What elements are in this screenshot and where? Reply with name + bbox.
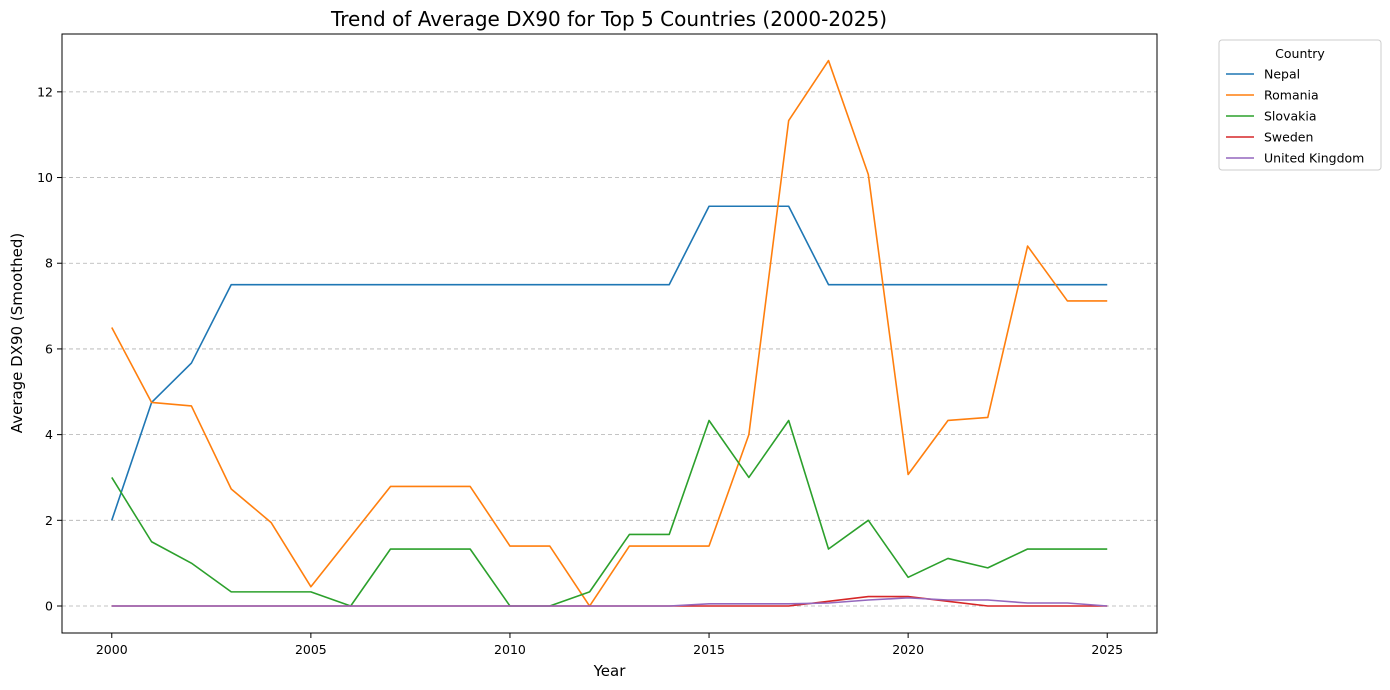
x-axis-title: Year — [593, 662, 627, 680]
legend-items: Nepal Romania Slovakia Sweden United Kingdom — [1226, 67, 1364, 166]
y-axis-title: Average DX90 (Smoothed) — [8, 233, 26, 433]
legend-label-united-kingdom: United Kingdom — [1264, 151, 1364, 166]
series-line-slovakia — [111, 419, 1108, 607]
y-tick-label: 10 — [37, 170, 53, 185]
y-tick-label: 8 — [45, 256, 53, 271]
legend-label-slovakia: Slovakia — [1264, 109, 1316, 124]
x-tick-label: 2015 — [693, 642, 725, 657]
x-axis-ticks: 2000 2005 2010 2015 2020 2025 — [96, 633, 1123, 657]
legend-frame — [1218, 39, 1382, 171]
series-line-united-kingdom — [111, 597, 1108, 607]
legend-label-sweden: Sweden — [1264, 130, 1313, 145]
grid-lines — [62, 91, 1157, 607]
legend-label-nepal: Nepal — [1264, 67, 1300, 82]
legend-label-romania: Romania — [1264, 88, 1319, 103]
y-tick-label: 12 — [37, 84, 53, 99]
x-tick-label: 2025 — [1091, 642, 1123, 657]
series-line-romania — [111, 59, 1108, 607]
x-tick-label: 2005 — [295, 642, 327, 657]
plot-frame — [61, 33, 1158, 634]
chart-title: Trend of Average DX90 for Top 5 Countrie… — [330, 7, 887, 31]
y-axis-ticks: 0 2 4 6 8 10 12 — [37, 84, 62, 614]
x-tick-label: 2010 — [494, 642, 526, 657]
x-tick-label: 2000 — [96, 642, 128, 657]
x-tick-label: 2020 — [892, 642, 924, 657]
series-lines — [111, 59, 1108, 607]
y-tick-label: 4 — [45, 427, 53, 442]
legend-title: Country — [1275, 46, 1325, 61]
legend: Country Nepal Romania Slovakia Sweden United… — [1218, 39, 1382, 171]
y-tick-label: 2 — [45, 513, 53, 528]
series-line-nepal — [111, 205, 1108, 521]
series-line-sweden — [111, 595, 1108, 607]
y-tick-label: 6 — [45, 341, 53, 356]
y-tick-label: 0 — [45, 599, 53, 614]
